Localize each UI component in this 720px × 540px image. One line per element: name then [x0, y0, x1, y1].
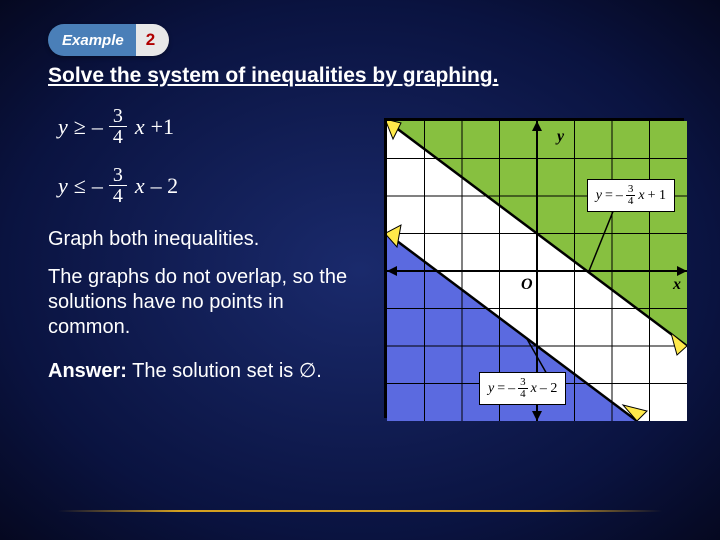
- origin-label: O: [521, 276, 533, 293]
- c1-frac: 3 4: [626, 184, 636, 207]
- ineq1-num: 3: [109, 106, 127, 127]
- ineq2-num: 3: [109, 165, 127, 186]
- ineq2-den: 4: [109, 186, 127, 206]
- c1-neg: –: [616, 188, 623, 204]
- line2-callout: y = – 3 4 x – 2: [479, 372, 566, 405]
- line1-callout: y = – 3 4 x + 1: [587, 179, 675, 212]
- step-1-text: Graph both inequalities.: [48, 228, 348, 251]
- ineq2-rel: ≤: [74, 173, 86, 199]
- c2-den: 4: [518, 389, 528, 400]
- answer-label: Answer:: [48, 360, 127, 382]
- ineq1-lhs: y: [58, 114, 68, 140]
- c2-x: x: [531, 381, 537, 397]
- c2-eq: =: [497, 381, 505, 397]
- example-pill: Example 2: [48, 24, 169, 56]
- step-2-text: The graphs do not overlap, so the soluti…: [48, 265, 348, 340]
- ineq1-x: x: [135, 114, 145, 140]
- x-axis-label: x: [672, 276, 681, 293]
- ineq1-neg: –: [92, 114, 103, 140]
- c2-y: y: [488, 381, 494, 397]
- c1-y: y: [596, 188, 602, 204]
- c1-x: x: [638, 188, 644, 204]
- answer-symbol: ∅: [299, 360, 316, 382]
- ineq1-rel: ≥: [74, 114, 86, 140]
- c1-tail: + 1: [648, 188, 666, 204]
- ineq2-lhs: y: [58, 173, 68, 199]
- c2-frac: 3 4: [518, 377, 528, 400]
- graph-figure: y x O y = – 3 4 x + 1 y = – 3 4: [384, 118, 684, 418]
- ineq2-frac: 3 4: [109, 165, 127, 206]
- example-pill-right: 2: [136, 24, 169, 56]
- ineq1-tail: +1: [151, 114, 174, 140]
- c1-eq: =: [605, 188, 613, 204]
- example-pill-left: Example: [48, 24, 136, 56]
- problem-title: Solve the system of inequalities by grap…: [48, 64, 672, 88]
- y-axis-label: y: [555, 128, 565, 145]
- ineq1-den: 4: [109, 127, 127, 147]
- ineq1-frac: 3 4: [109, 106, 127, 147]
- slide: Example 2 Solve the system of inequaliti…: [0, 0, 720, 540]
- ineq2-neg: –: [92, 173, 103, 199]
- c2-tail: – 2: [540, 381, 558, 397]
- ineq2-x: x: [135, 173, 145, 199]
- answer-tail: .: [316, 360, 322, 382]
- c1-den: 4: [626, 196, 636, 207]
- footer-rule: [58, 510, 663, 512]
- answer-text: The solution set is: [127, 360, 299, 382]
- c2-neg: –: [508, 381, 515, 397]
- ineq2-tail: – 2: [151, 173, 179, 199]
